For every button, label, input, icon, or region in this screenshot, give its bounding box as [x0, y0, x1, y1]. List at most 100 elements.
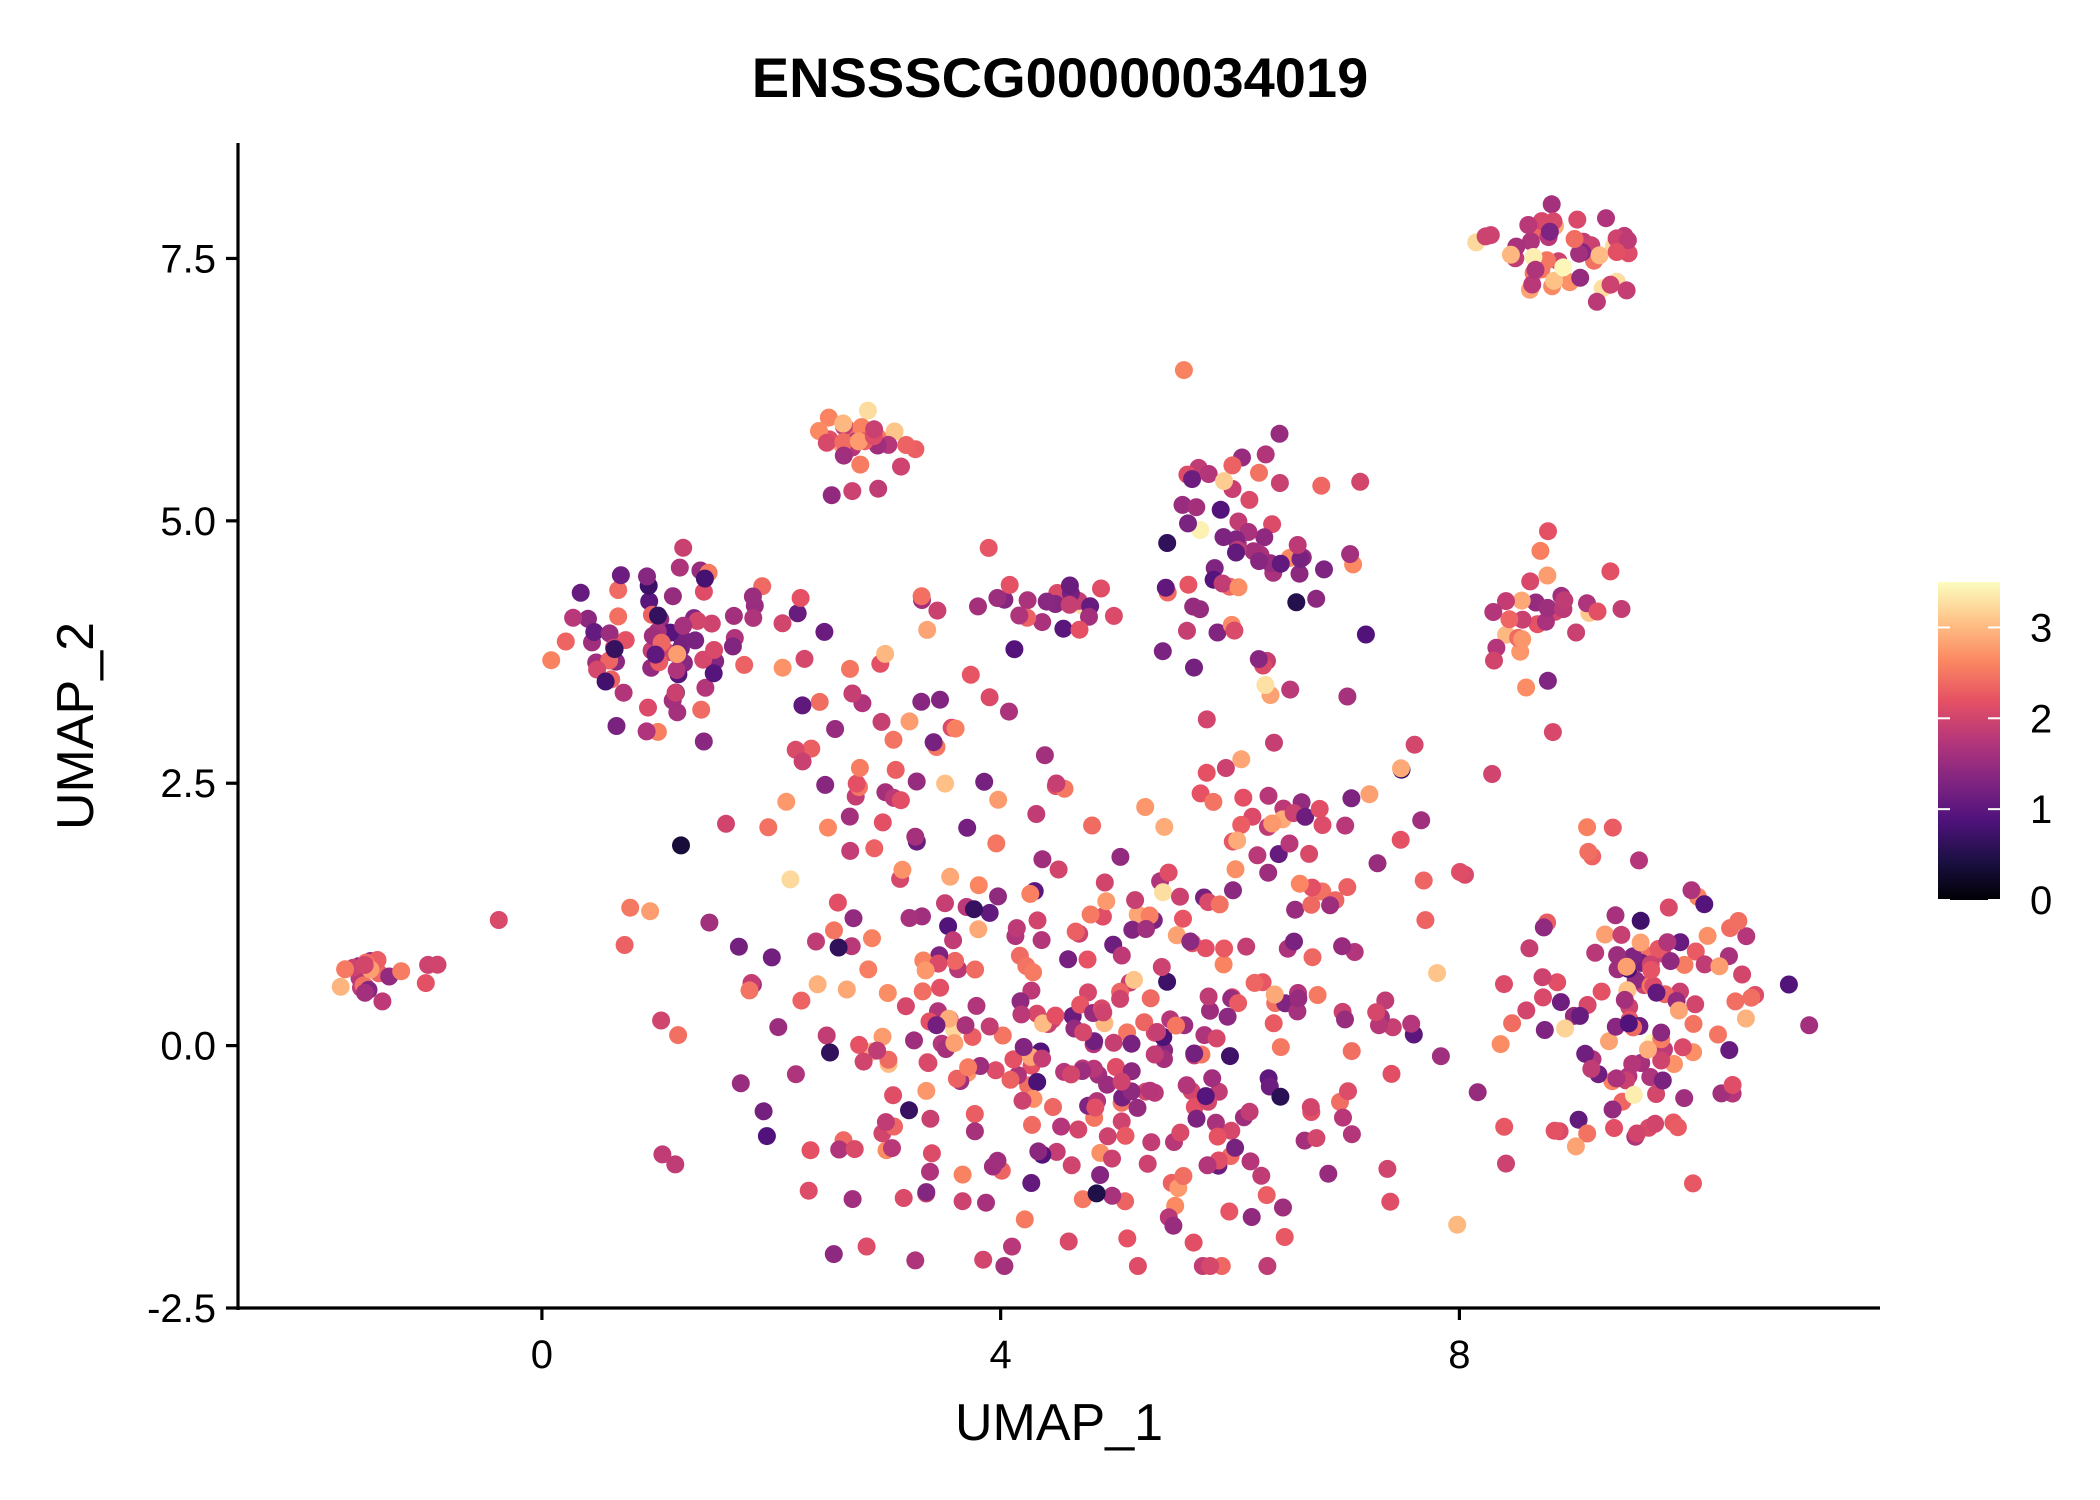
data-point	[692, 700, 711, 719]
data-point	[873, 1027, 892, 1046]
data-point	[936, 894, 954, 913]
data-point	[1565, 230, 1584, 248]
data-point	[609, 607, 628, 626]
data-point	[1513, 630, 1532, 649]
data-point	[1642, 960, 1661, 979]
data-point	[939, 917, 958, 936]
data-point	[694, 582, 713, 601]
data-point	[744, 608, 763, 627]
data-point	[672, 836, 690, 855]
data-point	[1140, 1081, 1159, 1100]
data-point	[873, 813, 892, 832]
data-point	[834, 446, 853, 465]
data-point	[1083, 816, 1102, 835]
data-point	[1709, 1025, 1727, 1044]
data-point	[729, 937, 748, 956]
data-point	[1659, 898, 1678, 917]
data-point	[1686, 995, 1705, 1014]
data-point	[1624, 1085, 1643, 1104]
data-point	[1536, 612, 1555, 631]
data-point	[1123, 920, 1142, 939]
data-point	[1221, 1047, 1239, 1066]
data-point	[428, 955, 447, 974]
data-point	[795, 649, 814, 668]
data-point	[1148, 1023, 1167, 1041]
data-point	[1658, 933, 1677, 952]
data-point	[841, 841, 860, 860]
data-point	[1682, 881, 1701, 900]
data-point	[850, 758, 869, 777]
data-point	[947, 1069, 966, 1088]
data-point	[489, 911, 508, 929]
data-point	[819, 408, 838, 427]
data-point	[858, 401, 877, 420]
data-point	[906, 1251, 925, 1270]
data-point	[1302, 895, 1321, 914]
data-point	[986, 1061, 1005, 1080]
data-point	[1226, 1138, 1245, 1157]
data-point	[989, 790, 1008, 809]
data-point	[1568, 210, 1587, 229]
data-point	[1319, 1164, 1338, 1183]
data-point	[1248, 846, 1267, 865]
data-point	[1252, 1166, 1271, 1185]
data-point	[965, 1105, 984, 1123]
data-point	[1392, 759, 1410, 778]
data-point	[961, 665, 980, 684]
data-point	[1062, 1156, 1081, 1175]
data-point	[1199, 987, 1218, 1006]
data-point	[1216, 759, 1235, 777]
data-point	[1256, 676, 1275, 694]
data-point	[757, 1127, 776, 1146]
data-point	[842, 937, 861, 956]
data-point	[886, 760, 905, 779]
data-point	[743, 587, 762, 606]
data-point	[1035, 746, 1054, 765]
data-point	[600, 624, 619, 643]
data-point	[883, 1139, 901, 1158]
data-point	[1341, 545, 1360, 564]
data-point	[1158, 972, 1177, 991]
data-point	[615, 936, 634, 954]
data-point	[834, 414, 853, 433]
data-point	[980, 688, 999, 707]
data-point	[1534, 918, 1553, 937]
data-point	[987, 834, 1006, 853]
data-point	[819, 818, 837, 837]
data-point	[1497, 1154, 1515, 1173]
data-point	[857, 1237, 876, 1256]
data-point	[844, 909, 863, 928]
data-point	[416, 974, 435, 993]
data-point	[1196, 1087, 1215, 1106]
data-point	[884, 1086, 903, 1105]
data-point	[1137, 920, 1155, 938]
data-point	[1271, 1087, 1290, 1106]
data-point	[1307, 589, 1326, 608]
data-point	[1069, 1120, 1088, 1139]
chart-title: ENSSSCG00000034019	[752, 46, 1368, 109]
data-point	[1520, 939, 1539, 958]
data-point	[1201, 1001, 1219, 1020]
data-point	[1612, 600, 1631, 618]
data-point	[1018, 591, 1037, 610]
data-point	[830, 1140, 849, 1159]
data-point	[917, 1081, 936, 1100]
data-point	[731, 1074, 750, 1093]
data-point	[791, 589, 810, 607]
data-point	[1542, 195, 1561, 214]
data-point	[1652, 1051, 1671, 1070]
data-point	[917, 1183, 936, 1202]
data-point	[1111, 847, 1130, 866]
data-point	[1315, 560, 1333, 579]
data-point	[1416, 911, 1435, 930]
y-tick-label: 7.5	[160, 237, 216, 281]
data-point	[1126, 891, 1145, 910]
data-point	[1074, 1023, 1093, 1042]
data-point	[1481, 226, 1500, 245]
data-point	[1618, 231, 1637, 250]
data-point	[799, 1181, 818, 1200]
data-point	[1338, 878, 1357, 897]
data-point	[817, 433, 836, 452]
data-point	[1383, 1018, 1402, 1037]
data-point	[1011, 992, 1030, 1011]
